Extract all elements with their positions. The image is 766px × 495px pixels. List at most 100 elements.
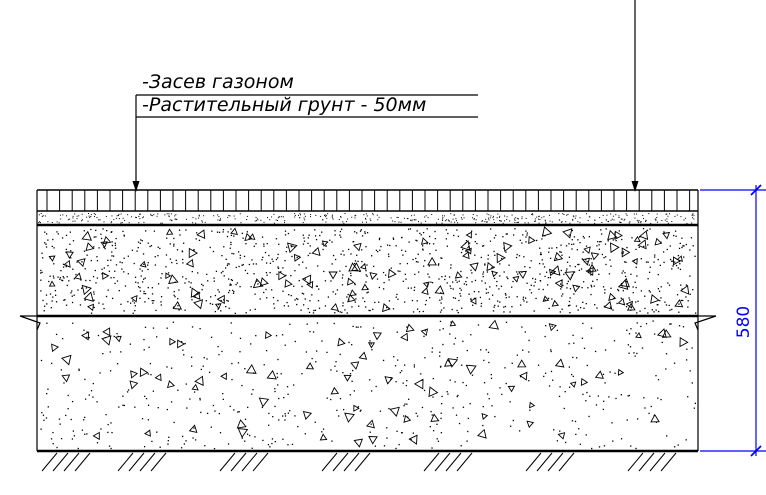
gravel-dot [144, 277, 146, 279]
gravel-dot [603, 305, 606, 307]
gravel-dot [566, 261, 569, 263]
gravel-dot [457, 235, 460, 238]
gravel-dot [298, 264, 300, 266]
base-dot [551, 325, 553, 327]
gravel-dot [610, 265, 612, 267]
gravel-triangle [528, 235, 536, 245]
topsoil-dot [601, 221, 603, 223]
gravel-dot [136, 250, 138, 252]
topsoil-dot [160, 222, 162, 224]
gravel-dot [262, 256, 264, 259]
gravel-dot [685, 243, 687, 246]
gravel-triangle [617, 279, 629, 290]
gravel-triangle [349, 289, 357, 297]
gravel-triangle [196, 229, 206, 240]
gravel-dot [228, 289, 231, 292]
topsoil-dot [602, 214, 604, 216]
topsoil-dot [390, 217, 392, 219]
base-dot [147, 404, 150, 406]
gravel-dot [198, 292, 201, 294]
topsoil-dot [256, 218, 258, 220]
base-dot [431, 447, 433, 449]
gravel-dot [491, 294, 494, 296]
base-dot [471, 374, 474, 376]
gravel-dot [662, 251, 665, 253]
topsoil-dot [536, 216, 538, 218]
base-dot [604, 382, 606, 384]
gravel-triangle [549, 268, 557, 277]
gravel-dot [354, 260, 357, 262]
base-dot [331, 440, 333, 442]
gravel-dot [675, 264, 678, 267]
base-dot [71, 400, 74, 403]
gravel-dot [254, 308, 256, 310]
gravel-dot [334, 312, 336, 314]
gravel-dot [110, 277, 112, 279]
base-dot [251, 393, 253, 395]
base-dot [572, 356, 574, 359]
base-dot [370, 390, 373, 392]
gravel-dot [231, 252, 233, 255]
topsoil-dot [93, 216, 95, 218]
base-dot [583, 347, 586, 349]
gravel-dot [41, 252, 43, 254]
topsoil-dot [535, 220, 537, 222]
topsoil-dot [246, 215, 248, 217]
gravel-triangle [503, 241, 513, 253]
topsoil-dot [538, 222, 540, 224]
gravel-dot [225, 258, 227, 260]
gravel-dot [98, 247, 100, 249]
topsoil-dot [443, 215, 445, 217]
gravel-dot [111, 255, 113, 257]
gravel-dot [559, 251, 561, 253]
topsoil-dot [138, 215, 140, 217]
gravel-dot [624, 261, 626, 263]
topsoil-dot [340, 216, 342, 218]
gravel-dot [456, 309, 458, 312]
topsoil-dot [607, 221, 609, 223]
gravel-dot [66, 276, 68, 278]
base-dot [271, 438, 274, 440]
base-dot [88, 394, 90, 396]
gravel-dot [235, 283, 237, 286]
gravel-dot [622, 252, 624, 255]
base-dot [370, 423, 372, 425]
gravel-dot [275, 258, 278, 261]
gravel-dot [115, 264, 118, 266]
base-dot [148, 346, 150, 348]
topsoil-dot [324, 214, 326, 216]
base-dot [150, 374, 152, 376]
gravel-dot [430, 281, 432, 283]
gravel-dot [112, 255, 115, 257]
gravel-dot [561, 308, 563, 310]
topsoil-dot [504, 215, 506, 217]
gravel-dot [340, 236, 342, 238]
gravel-dot [154, 264, 157, 266]
gravel-dot [659, 264, 661, 267]
base-dot [431, 347, 434, 349]
gravel-dot [207, 280, 209, 282]
ground-hatch-line [252, 452, 269, 472]
topsoil-dot [354, 215, 356, 217]
gravel-triangle [65, 251, 74, 260]
topsoil-dot [475, 219, 477, 221]
gravel-dot [47, 239, 49, 241]
base-dot [254, 436, 256, 438]
gravel-triangle [185, 258, 194, 268]
base-triangle [319, 433, 328, 441]
gravel-dot [524, 297, 527, 299]
gravel-dot [73, 294, 75, 296]
gravel-triangle [172, 300, 183, 310]
gravel-dot [188, 281, 190, 283]
base-dot [629, 346, 632, 348]
base-dot [466, 349, 468, 352]
gravel-dot [605, 263, 607, 266]
base-triangle [129, 380, 139, 390]
gravel-dot [85, 279, 87, 282]
base-dot [56, 446, 58, 449]
gravel-triangle [469, 262, 479, 272]
gravel-dot [526, 301, 528, 303]
topsoil-dot [254, 220, 256, 222]
gravel-dot [534, 281, 536, 283]
gravel-dot [533, 285, 535, 287]
